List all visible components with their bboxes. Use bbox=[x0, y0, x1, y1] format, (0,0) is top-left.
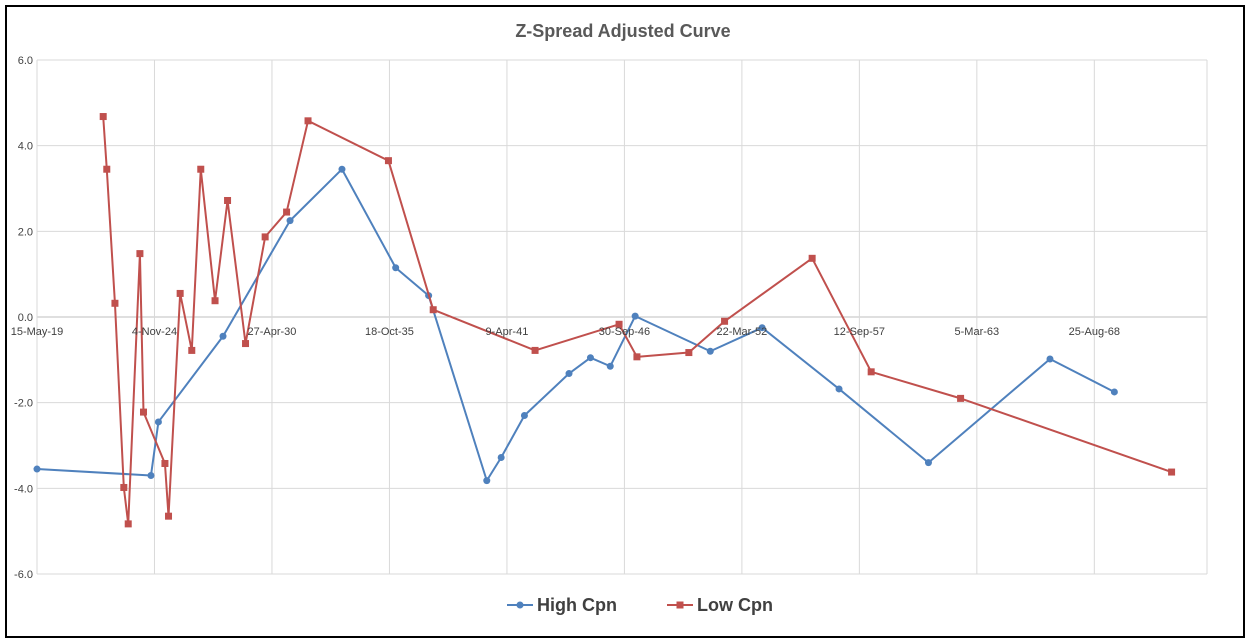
x-tick-label: 25-Aug-68 bbox=[1069, 326, 1120, 338]
data-point bbox=[867, 368, 875, 376]
data-point bbox=[483, 477, 491, 485]
data-point bbox=[497, 453, 505, 461]
data-point bbox=[384, 157, 392, 165]
chart-frame: 6.0 4.0 2.0 0.0 -2.0 -4.0 -6.0 15-May-19 4-Nov-2… bbox=[5, 5, 1245, 638]
data-point bbox=[33, 465, 41, 473]
data-point bbox=[111, 299, 119, 307]
data-point bbox=[685, 349, 693, 357]
x-tick-label: 12-Sep-57 bbox=[834, 326, 885, 338]
data-point bbox=[224, 196, 232, 204]
data-point bbox=[1046, 355, 1054, 363]
data-point bbox=[338, 165, 346, 173]
y-tick-label: -2.0 bbox=[14, 398, 33, 410]
data-point bbox=[176, 289, 184, 297]
data-point bbox=[99, 113, 107, 121]
data-point bbox=[261, 233, 269, 241]
data-point bbox=[392, 264, 400, 272]
data-point bbox=[924, 459, 932, 467]
data-point bbox=[120, 483, 128, 491]
data-point bbox=[1168, 468, 1176, 476]
y-tick-label: 0.0 bbox=[18, 312, 33, 324]
x-tick-label: 4-Nov-24 bbox=[132, 326, 177, 338]
legend: High Cpn Low Cpn bbox=[507, 595, 773, 615]
data-point bbox=[808, 254, 816, 262]
data-point bbox=[103, 165, 111, 173]
data-point bbox=[165, 512, 173, 520]
data-point bbox=[957, 394, 965, 402]
data-point bbox=[304, 117, 312, 125]
y-tick-label: 4.0 bbox=[18, 141, 33, 153]
y-tick-label: -4.0 bbox=[14, 483, 33, 495]
data-point bbox=[631, 312, 639, 320]
data-point bbox=[1110, 388, 1118, 396]
data-point bbox=[161, 459, 169, 467]
data-point bbox=[531, 346, 539, 354]
data-point bbox=[211, 297, 219, 305]
y-tick-label: 6.0 bbox=[18, 55, 33, 67]
x-tick-label: 9-Apr-41 bbox=[486, 326, 529, 338]
data-point bbox=[154, 418, 162, 426]
y-tick-label: 2.0 bbox=[18, 226, 33, 238]
data-point bbox=[124, 520, 132, 528]
x-tick-label: 22-Mar-52 bbox=[717, 326, 768, 338]
data-point bbox=[136, 250, 144, 258]
data-point bbox=[606, 362, 614, 370]
x-tick-label: 30-Sep-46 bbox=[599, 326, 650, 338]
x-tick-label: 5-Mar-63 bbox=[955, 326, 1000, 338]
label-layer: 6.0 4.0 2.0 0.0 -2.0 -4.0 -6.0 15-May-19 4-Nov-2… bbox=[11, 55, 1120, 581]
grid-layer bbox=[36, 59, 1208, 575]
legend-label: High Cpn bbox=[537, 595, 617, 615]
data-point bbox=[283, 208, 291, 216]
data-point bbox=[520, 412, 528, 420]
data-point bbox=[835, 385, 843, 393]
chart-title: Z-Spread Adjusted Curve bbox=[515, 21, 730, 41]
data-point bbox=[758, 324, 766, 332]
legend-marker bbox=[676, 601, 684, 609]
data-point bbox=[219, 332, 227, 340]
legend-label: Low Cpn bbox=[697, 595, 773, 615]
data-point bbox=[615, 320, 623, 328]
data-point bbox=[139, 408, 147, 416]
series-layer bbox=[33, 113, 1176, 528]
data-point bbox=[197, 165, 205, 173]
y-tick-label: -6.0 bbox=[14, 569, 33, 581]
data-point bbox=[286, 217, 294, 225]
legend-marker bbox=[516, 601, 524, 609]
x-tick-label: 27-Apr-30 bbox=[248, 326, 297, 338]
data-point bbox=[633, 353, 641, 361]
data-point bbox=[706, 347, 714, 355]
data-point bbox=[565, 370, 573, 378]
data-point bbox=[147, 471, 155, 479]
data-point bbox=[188, 346, 196, 354]
x-tick-label: 18-Oct-35 bbox=[365, 326, 414, 338]
series-line-low-cpn bbox=[102, 116, 1172, 525]
data-point bbox=[721, 317, 729, 325]
data-point bbox=[429, 306, 437, 314]
x-tick-label: 15-May-19 bbox=[11, 326, 64, 338]
data-point bbox=[586, 354, 594, 362]
line-chart: 6.0 4.0 2.0 0.0 -2.0 -4.0 -6.0 15-May-19 4-Nov-2… bbox=[11, 21, 1208, 615]
data-point bbox=[242, 340, 250, 348]
